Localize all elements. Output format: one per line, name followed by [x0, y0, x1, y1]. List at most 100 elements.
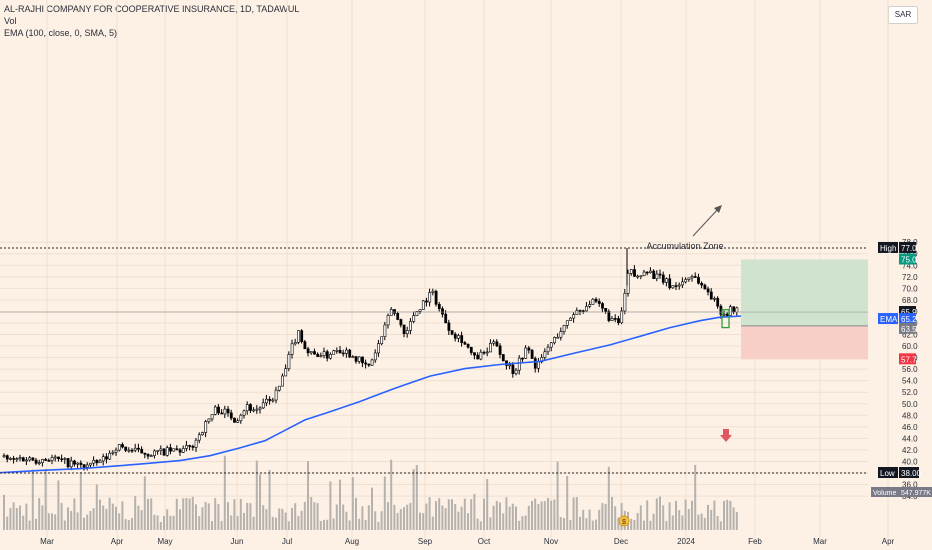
volume-bar — [601, 503, 604, 530]
volume-bar — [611, 497, 613, 530]
volume-bar — [582, 509, 585, 530]
ema-indicator-label[interactable]: EMA (100, close, 0, SMA, 5) — [4, 28, 118, 38]
candle-down — [121, 444, 124, 448]
candle-down — [399, 319, 403, 326]
volume-bar — [598, 509, 601, 530]
symbol-title[interactable]: AL-RAJHI COMPANY FOR COOPERATIVE INSURAN… — [4, 4, 300, 14]
entry-badge: 63.5 — [899, 322, 917, 334]
candle-up — [293, 342, 297, 345]
candle-down — [268, 398, 272, 401]
volume-bar — [479, 521, 482, 530]
volume-bar — [3, 494, 5, 530]
volume-bar — [355, 497, 357, 530]
candle-down — [633, 269, 636, 277]
volume-bar — [351, 477, 354, 530]
candle-up — [2, 455, 6, 457]
candle-down — [604, 308, 608, 312]
candle-down — [191, 445, 195, 448]
candle-up — [421, 300, 425, 310]
volume-bar — [79, 471, 82, 530]
volume-bar — [291, 507, 293, 530]
volume-bar — [383, 476, 386, 530]
candle-up — [629, 269, 633, 274]
candle-down — [533, 358, 537, 369]
y-axis-tick-label: 50.0 — [902, 400, 918, 409]
volume-bar — [729, 500, 732, 530]
volume-bar — [492, 505, 495, 530]
volume-bar — [460, 506, 463, 530]
volume-bar — [179, 509, 181, 530]
volume-indicator-label[interactable]: Vol — [4, 16, 17, 26]
candle-down — [425, 300, 428, 303]
volume-bar — [393, 504, 396, 530]
volume-bar — [188, 498, 191, 530]
candle-up — [409, 321, 412, 331]
y-axis-tick-label: 54.0 — [902, 377, 918, 386]
volume-bar — [44, 469, 47, 530]
candle-up — [329, 354, 332, 359]
candle-up — [297, 330, 300, 343]
ema-badge-bg — [899, 313, 916, 325]
candle-down — [367, 363, 371, 366]
volume-bar — [678, 510, 681, 530]
volume-bar — [700, 513, 703, 530]
volume-bar — [396, 513, 399, 530]
volume-bar — [585, 518, 588, 530]
volume-bar — [703, 517, 706, 530]
candle-up — [197, 434, 201, 441]
volume-bar — [511, 503, 514, 530]
candle-down — [511, 364, 515, 374]
volume-bar — [60, 503, 63, 530]
volume-bar — [118, 513, 121, 530]
y-axis-tick-label: 72.0 — [902, 273, 918, 282]
candle-down — [229, 412, 233, 419]
candle-up — [524, 347, 528, 359]
volume-bar — [25, 503, 28, 530]
ema-badge-text: 65.2 — [901, 315, 917, 324]
candle-down — [594, 298, 598, 302]
volume-bar — [547, 498, 549, 530]
volume-bar — [713, 500, 716, 530]
candle-up — [489, 343, 492, 353]
candle-down — [338, 350, 342, 354]
volume-bar — [502, 513, 505, 530]
candle-down — [162, 448, 166, 456]
candle-down — [82, 464, 86, 468]
volume-bar — [163, 516, 165, 530]
volume-bar — [313, 502, 316, 530]
candle-down — [732, 306, 736, 313]
candle-down — [341, 352, 345, 355]
candle-up — [428, 292, 432, 303]
low-tag-bg — [878, 467, 898, 478]
candle-down — [706, 288, 710, 293]
x-axis-tick-label: Aug — [345, 537, 359, 546]
candle-down — [527, 347, 531, 351]
candle-down — [661, 274, 665, 283]
candle-down — [581, 310, 585, 313]
candle-up — [53, 456, 57, 459]
candle-down — [130, 449, 134, 452]
candle-up — [553, 337, 556, 344]
candle-down — [34, 459, 38, 464]
candle-down — [175, 448, 179, 451]
candle-up — [479, 351, 483, 360]
candle-down — [361, 356, 364, 364]
volume-bar — [681, 515, 684, 530]
candle-down — [348, 349, 352, 358]
candle-up — [92, 459, 96, 464]
volume-bar — [297, 515, 300, 530]
candle-up — [569, 317, 572, 321]
volume-bar — [617, 517, 620, 530]
volume-bar — [524, 515, 527, 530]
candle-up — [636, 275, 640, 278]
candle-up — [415, 311, 419, 316]
stop-badge-text: 57.7 — [901, 355, 917, 364]
volume-bar — [687, 509, 690, 530]
high-badge: 77.0 — [899, 241, 917, 253]
volume-bar — [230, 515, 233, 530]
candle-up — [277, 385, 281, 391]
candle-up — [245, 404, 249, 412]
volume-bar — [521, 516, 524, 530]
volume-bar — [217, 504, 220, 530]
